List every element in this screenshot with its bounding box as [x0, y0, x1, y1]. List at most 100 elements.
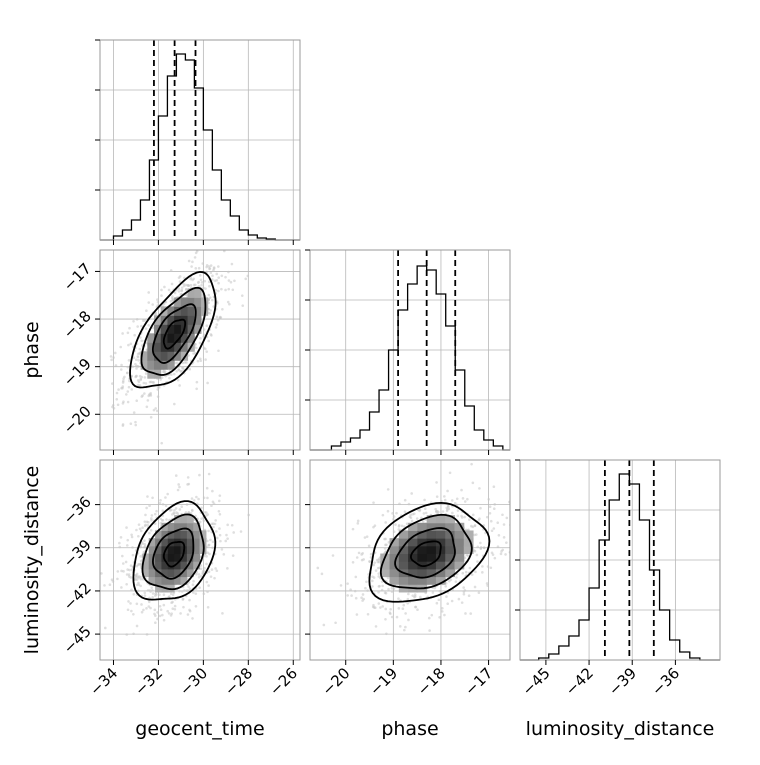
pair-geocent-time-vs-phase-density-cell-9-9: [187, 306, 195, 316]
pair-geocent-time-vs-luminosity-distance-point-873: [187, 585, 190, 588]
pair-phase-vs-luminosity-distance-point-724: [397, 528, 401, 531]
pair-geocent-time-vs-luminosity-distance-point-758: [202, 496, 206, 500]
pair-phase-vs-luminosity-distance-point-637: [451, 511, 454, 515]
pair-geocent-time-vs-luminosity-distance-point-596: [214, 567, 217, 570]
pair-phase-vs-luminosity-distance-density-cell-4-7: [398, 545, 409, 555]
pair-phase-vs-luminosity-distance-density-cell-11-9: [463, 530, 474, 539]
pair-geocent-time-vs-luminosity-distance-point-480: [121, 554, 124, 558]
pair-phase-vs-luminosity-distance-density-cell-8-6: [435, 553, 446, 562]
pair-phase-vs-luminosity-distance-point-8: [421, 520, 425, 523]
pair-phase-vs-luminosity-distance-point-420: [372, 576, 376, 579]
pair-geocent-time-vs-phase-point-193: [152, 381, 156, 384]
pair-geocent-time-vs-luminosity-distance-point-600: [226, 523, 229, 527]
pair-phase-vs-luminosity-distance-point-484: [364, 586, 367, 590]
pair-phase-vs-luminosity-distance-point-76: [355, 556, 359, 559]
pair-geocent-time-vs-phase-point-296: [167, 288, 171, 292]
pair-geocent-time-vs-phase-point-74: [128, 379, 131, 383]
pair-geocent-time-vs-phase-point-284: [120, 363, 123, 367]
pair-geocent-time-vs-luminosity-distance-point-385: [135, 564, 139, 568]
pair-geocent-time-vs-phase-point-425: [199, 278, 203, 282]
pair-geocent-time-vs-luminosity-distance-point-228: [159, 608, 163, 612]
pair-phase-vs-luminosity-distance-point-458: [454, 580, 458, 583]
axis-label-luminosity-distance-x: luminosity_distance: [526, 718, 715, 740]
pair-geocent-time-vs-luminosity-distance-density-cell-5-9: [161, 530, 169, 539]
pair-phase-vs-luminosity-distance-point-221: [423, 507, 427, 510]
pair-geocent-time-vs-luminosity-distance-point-567: [230, 523, 234, 527]
pair-geocent-time-vs-luminosity-distance-density-cell-7-10: [174, 522, 182, 531]
pair-phase-vs-luminosity-distance-point-421: [479, 541, 482, 545]
pair-geocent-time-vs-luminosity-distance-point-786: [132, 612, 135, 616]
pair-geocent-time-vs-luminosity-distance-point-335: [130, 568, 134, 572]
pair-phase-vs-luminosity-distance-density-cell-7-7: [426, 545, 437, 555]
pair-phase-vs-luminosity-distance-point-621: [383, 591, 387, 595]
pair-geocent-time-vs-luminosity-distance-point-804: [187, 482, 191, 486]
pair-geocent-time-vs-phase-density-cell-3-3: [147, 360, 155, 370]
pair-geocent-time-vs-phase-point-762: [115, 391, 119, 395]
pair-phase-vs-luminosity-distance-point-492: [470, 462, 473, 466]
pair-geocent-time-vs-luminosity-distance-point-402: [154, 621, 157, 625]
pair-phase-vs-luminosity-distance-point-83: [371, 585, 374, 588]
pair-phase-vs-luminosity-distance-point-395: [406, 597, 410, 601]
pair-phase-vs-luminosity-distance-point-408: [457, 597, 461, 601]
pair-phase-vs-luminosity-distance-point-87: [416, 608, 419, 612]
pair-phase-vs-luminosity-distance-point-717: [479, 547, 483, 550]
pair-geocent-time-vs-phase-density-cell-6-8: [167, 315, 175, 325]
pair-phase-vs-luminosity-distance-point-335: [384, 521, 387, 524]
pair-phase-vs-luminosity-distance-point-691: [379, 606, 382, 609]
pair-phase-vs-luminosity-distance-point-271: [463, 515, 466, 519]
pair-geocent-time-vs-phase-density-cell-6-9: [167, 306, 175, 316]
pair-geocent-time-vs-phase-point-180: [207, 339, 210, 343]
pair-geocent-time-vs-luminosity-distance-point-572: [137, 581, 140, 585]
pair-geocent-time-vs-luminosity-distance-point-707: [215, 569, 219, 573]
pair-geocent-time-vs-phase-density-cell-7-10: [174, 297, 182, 307]
pair-geocent-time-vs-phase-point-89: [207, 293, 211, 297]
pair-geocent-time-vs-phase-point-652: [199, 359, 203, 363]
pair-geocent-time-vs-luminosity-distance-density-cell-7-9: [174, 530, 182, 539]
pair-phase-vs-luminosity-distance-point-6: [444, 584, 448, 588]
pair-geocent-time-vs-phase-point-591: [192, 277, 196, 281]
pair-geocent-time-vs-luminosity-distance-point-0: [215, 536, 219, 540]
pair-phase-vs-luminosity-distance-point-836: [388, 611, 392, 615]
pair-geocent-time-vs-luminosity-distance-point-453: [195, 572, 198, 576]
pair-phase-vs-luminosity-distance-density-cell-4-9: [398, 530, 409, 539]
pair-geocent-time-vs-luminosity-distance-density-cell-4-8: [155, 538, 162, 547]
pair-geocent-time-vs-luminosity-distance-point-669: [207, 472, 211, 476]
pair-geocent-time-vs-phase-point-529: [214, 326, 218, 329]
pair-geocent-time-vs-luminosity-distance-point-12: [156, 617, 159, 621]
pair-geocent-time-vs-luminosity-distance-density-cell-5-3: [161, 576, 169, 585]
pair-geocent-time-vs-phase-point-437: [149, 415, 153, 419]
pair-phase-vs-luminosity-distance-point-222: [461, 571, 465, 575]
pair-geocent-time-vs-phase-point-72: [205, 324, 209, 328]
pair-phase-vs-luminosity-distance-density-cell-7-9: [426, 530, 437, 539]
pair-geocent-time-vs-luminosity-distance-point-807: [155, 509, 158, 513]
pair-geocent-time-vs-phase-point-312: [175, 370, 178, 373]
pair-phase-vs-luminosity-distance-point-654: [418, 508, 422, 512]
pair-phase-vs-luminosity-distance-point-504: [505, 541, 508, 544]
pair-geocent-time-vs-luminosity-distance-point-136: [198, 586, 201, 589]
pair-phase-vs-luminosity-distance-point-756: [413, 595, 416, 599]
pair-geocent-time-vs-luminosity-distance-density-cell-10-10: [193, 522, 201, 531]
pair-geocent-time-vs-phase-point-209: [207, 280, 211, 284]
pair-geocent-time-vs-phase-point-237: [214, 288, 218, 292]
pair-geocent-time-vs-phase-density-cell-3-4: [147, 351, 155, 361]
pair-phase-vs-luminosity-distance-point-407: [387, 587, 390, 591]
pair-geocent-time-vs-luminosity-distance-point-828: [188, 609, 192, 613]
pair-geocent-time-vs-luminosity-distance-point-6: [143, 591, 147, 595]
pair-phase-vs-luminosity-distance-density-cell-5-9: [408, 530, 418, 539]
pair-geocent-time-vs-phase-point-439: [209, 246, 212, 249]
pair-geocent-time-vs-phase-point-392: [184, 288, 188, 291]
pair-phase-vs-luminosity-distance-density-cell-7-3: [426, 576, 437, 585]
pair-phase-vs-luminosity-distance-point-60: [383, 547, 387, 550]
pair-geocent-time-vs-phase-point-363: [132, 411, 136, 414]
pair-phase-vs-luminosity-distance-point-397: [369, 552, 373, 556]
pair-geocent-time-vs-phase-point-532: [128, 326, 131, 330]
pair-geocent-time-vs-phase-point-246: [188, 367, 192, 371]
pair-phase-vs-luminosity-distance-point-744: [501, 513, 504, 517]
pair-geocent-time-vs-phase-point-568: [205, 350, 209, 353]
pair-geocent-time-vs-phase-point-215: [134, 423, 138, 427]
pair-geocent-time-vs-phase-point-769: [209, 309, 212, 312]
pair-phase-vs-luminosity-distance-point-781: [499, 552, 503, 556]
pair-phase-vs-luminosity-distance-point-620: [486, 584, 489, 587]
pair-geocent-time-vs-phase-point-238: [212, 305, 215, 308]
pair-geocent-time-vs-phase-point-730: [181, 366, 184, 370]
